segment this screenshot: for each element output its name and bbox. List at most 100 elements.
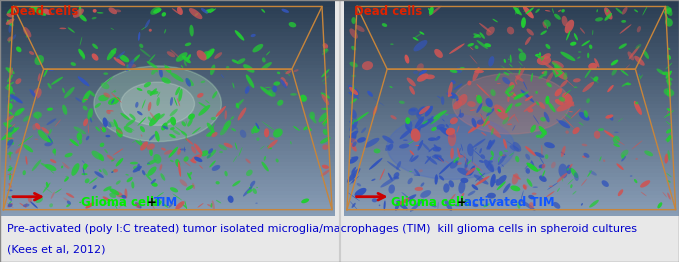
Ellipse shape — [667, 81, 671, 90]
Ellipse shape — [538, 126, 547, 135]
Ellipse shape — [543, 53, 551, 59]
Ellipse shape — [403, 139, 408, 141]
Ellipse shape — [107, 155, 113, 160]
Ellipse shape — [487, 193, 496, 199]
Ellipse shape — [179, 179, 187, 187]
Ellipse shape — [18, 135, 33, 146]
Ellipse shape — [666, 79, 672, 86]
Bar — [0, 0, 335, 4]
Ellipse shape — [566, 30, 570, 40]
Ellipse shape — [134, 203, 141, 208]
Ellipse shape — [147, 163, 150, 164]
Ellipse shape — [92, 53, 98, 61]
Ellipse shape — [69, 144, 73, 145]
Ellipse shape — [108, 97, 120, 105]
Ellipse shape — [192, 183, 195, 189]
Ellipse shape — [513, 174, 521, 180]
Ellipse shape — [622, 64, 630, 72]
Bar — [344, 97, 679, 101]
Ellipse shape — [210, 64, 215, 75]
Ellipse shape — [581, 179, 587, 186]
Ellipse shape — [612, 136, 620, 144]
Bar — [0, 184, 335, 187]
Ellipse shape — [513, 93, 524, 100]
Ellipse shape — [351, 157, 357, 159]
Ellipse shape — [54, 149, 56, 156]
Ellipse shape — [350, 118, 357, 122]
Ellipse shape — [41, 127, 50, 134]
Ellipse shape — [529, 202, 534, 209]
Ellipse shape — [439, 127, 455, 138]
Ellipse shape — [120, 54, 129, 62]
Ellipse shape — [67, 204, 71, 207]
Ellipse shape — [524, 162, 532, 169]
Ellipse shape — [308, 127, 312, 131]
Ellipse shape — [322, 50, 329, 55]
Ellipse shape — [323, 48, 328, 52]
Ellipse shape — [23, 27, 31, 37]
Ellipse shape — [45, 164, 56, 171]
Ellipse shape — [43, 68, 48, 77]
Ellipse shape — [158, 113, 165, 119]
Ellipse shape — [100, 127, 103, 130]
Ellipse shape — [469, 166, 475, 176]
Bar — [0, 105, 335, 108]
Ellipse shape — [82, 160, 85, 163]
Ellipse shape — [457, 148, 460, 159]
Ellipse shape — [382, 135, 394, 144]
Ellipse shape — [212, 200, 215, 210]
Ellipse shape — [149, 149, 153, 156]
Ellipse shape — [73, 9, 84, 18]
Ellipse shape — [490, 89, 496, 96]
Ellipse shape — [216, 200, 221, 203]
Ellipse shape — [185, 78, 191, 87]
Bar — [344, 79, 679, 83]
Ellipse shape — [135, 140, 147, 148]
Ellipse shape — [418, 170, 423, 172]
Ellipse shape — [207, 154, 211, 158]
Ellipse shape — [7, 143, 13, 149]
Ellipse shape — [667, 180, 671, 183]
Bar — [0, 65, 335, 68]
Ellipse shape — [210, 117, 216, 120]
Ellipse shape — [7, 127, 12, 134]
Ellipse shape — [30, 201, 38, 208]
Ellipse shape — [666, 78, 672, 81]
Ellipse shape — [6, 138, 14, 139]
Ellipse shape — [664, 11, 668, 20]
Ellipse shape — [541, 56, 545, 61]
Ellipse shape — [10, 94, 23, 103]
Bar — [344, 25, 679, 29]
Ellipse shape — [589, 45, 592, 49]
Ellipse shape — [223, 143, 233, 148]
Ellipse shape — [458, 113, 464, 118]
Ellipse shape — [634, 179, 638, 183]
Text: Glioma cells: Glioma cells — [81, 196, 160, 209]
Ellipse shape — [415, 124, 423, 133]
Ellipse shape — [456, 125, 460, 133]
Ellipse shape — [667, 54, 671, 59]
Ellipse shape — [164, 66, 171, 73]
Ellipse shape — [417, 106, 426, 116]
Bar — [0, 7, 335, 11]
Ellipse shape — [51, 192, 55, 199]
Ellipse shape — [515, 156, 519, 162]
Ellipse shape — [639, 74, 640, 78]
Ellipse shape — [485, 98, 493, 107]
Ellipse shape — [232, 83, 234, 89]
Ellipse shape — [573, 78, 581, 83]
Ellipse shape — [371, 179, 375, 181]
Ellipse shape — [89, 177, 98, 184]
Ellipse shape — [41, 8, 49, 13]
Ellipse shape — [443, 183, 449, 193]
Ellipse shape — [569, 164, 572, 168]
Ellipse shape — [9, 151, 11, 159]
Ellipse shape — [111, 159, 115, 161]
Ellipse shape — [350, 176, 359, 185]
Ellipse shape — [135, 202, 141, 208]
Ellipse shape — [621, 150, 629, 157]
Ellipse shape — [88, 108, 93, 120]
Ellipse shape — [238, 107, 246, 121]
Ellipse shape — [186, 121, 187, 126]
Ellipse shape — [665, 136, 672, 141]
